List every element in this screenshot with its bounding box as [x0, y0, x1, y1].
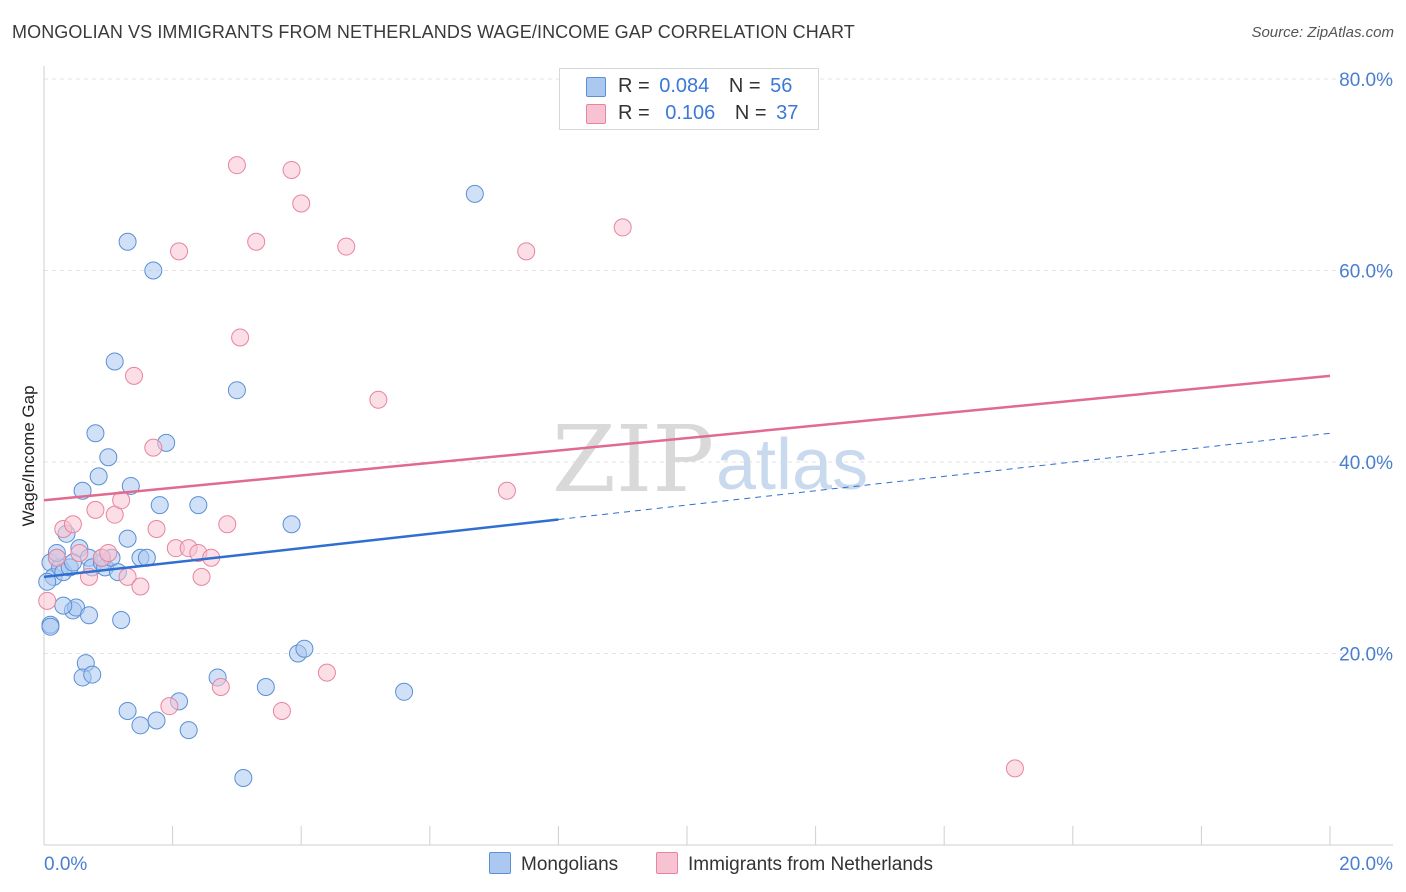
netherlands-point — [86, 500, 105, 519]
bottom-legend-swatch-netherlands — [656, 852, 678, 874]
mongolian-point — [465, 184, 484, 203]
watermark: ZIP atlas — [552, 406, 868, 513]
chart-title: MONGOLIAN VS IMMIGRANTS FROM NETHERLANDS… — [12, 22, 855, 42]
legend-r-label: R = — [618, 75, 650, 97]
netherlands-point — [282, 160, 301, 179]
netherlands-point — [192, 567, 211, 586]
bottom-legend-label-netherlands: Immigrants from Netherlands — [688, 854, 933, 875]
mongolian-point — [227, 381, 246, 400]
mongolian-point — [282, 515, 301, 534]
bottom-legend-label-mongolians: Mongolians — [521, 854, 619, 875]
mongolian-point — [144, 261, 163, 280]
mongolian-point — [131, 716, 150, 735]
mongolian-point — [395, 682, 414, 701]
netherlands-points — [38, 156, 1024, 778]
netherlands-point — [99, 543, 118, 562]
y-tick-label: 60.0% — [1339, 262, 1393, 283]
netherlands-point — [227, 156, 246, 175]
netherlands-point — [497, 481, 516, 500]
mongolian-point — [118, 701, 137, 720]
y-axis-label: Wage/Income Gap — [19, 385, 38, 526]
mongolian-point — [99, 448, 118, 467]
netherlands-point — [147, 520, 166, 539]
y-tick-label: 40.0% — [1339, 453, 1393, 474]
grid-layer — [44, 78, 1393, 654]
mongolian-point — [295, 639, 314, 658]
mongolian-point — [147, 711, 166, 730]
mongolians-trend-solid — [43, 518, 559, 579]
y-tick-labels: 20.0% 40.0% 60.0% 80.0% — [1339, 70, 1393, 666]
mongolians-points — [38, 184, 484, 787]
mongolian-point — [80, 606, 99, 625]
mongolians-trend-dashed — [558, 432, 1331, 520]
legend-r-value: 0.084 — [659, 75, 710, 97]
source-credit: Source: ZipAtlas.com — [1251, 24, 1394, 41]
legend-r-value: 0.106 — [665, 102, 716, 124]
legend-n-value: 56 — [770, 75, 793, 97]
netherlands-point — [144, 438, 163, 457]
mongolian-point — [118, 529, 137, 548]
legend-n-value: 37 — [776, 102, 799, 124]
mongolian-point — [179, 721, 198, 740]
mongolian-point — [86, 424, 105, 443]
netherlands-point — [1005, 759, 1024, 778]
netherlands-point — [317, 663, 336, 682]
netherlands-point — [231, 328, 250, 347]
netherlands-point — [38, 591, 57, 610]
y-tick-label: 80.0% — [1339, 70, 1393, 91]
mongolian-point — [41, 617, 60, 636]
netherlands-point — [170, 242, 189, 261]
netherlands-point — [70, 543, 89, 562]
netherlands-point — [292, 194, 311, 213]
bottom-legend-swatch-mongolians — [489, 852, 511, 874]
netherlands-point — [272, 701, 291, 720]
netherlands-point — [160, 697, 179, 716]
y-tick-label: 20.0% — [1339, 645, 1393, 666]
bottom-legend-netherlands: Immigrants from Netherlands — [656, 852, 933, 876]
mongolian-point — [54, 596, 73, 615]
netherlands-point — [218, 515, 237, 534]
watermark-atlas: atlas — [716, 425, 868, 505]
netherlands-trend-line — [43, 374, 1331, 502]
axis-layer — [43, 66, 1393, 846]
netherlands-point — [131, 577, 150, 596]
mongolian-point — [189, 496, 208, 515]
legend-swatch-mongolians — [586, 77, 606, 97]
legend-n-label: N = — [734, 102, 767, 124]
netherlands-point — [125, 366, 144, 385]
netherlands-point — [63, 515, 82, 534]
mongolian-point — [121, 476, 140, 495]
trend-lines — [43, 374, 1331, 579]
mongolian-point — [105, 352, 124, 371]
mongolian-point — [83, 665, 102, 684]
x-tick-label-max: 20.0% — [1339, 854, 1393, 875]
mongolian-point — [256, 678, 275, 697]
netherlands-point — [247, 232, 266, 251]
netherlands-point — [517, 242, 536, 261]
x-tick-label-min: 0.0% — [44, 854, 87, 875]
netherlands-point — [337, 237, 356, 256]
correlation-legend: R = 0.084 N = 56 R = 0.106 N = 37 — [559, 68, 819, 130]
mongolian-point — [118, 232, 137, 251]
legend-swatch-netherlands — [586, 104, 606, 124]
mongolian-point — [89, 467, 108, 486]
bottom-legend-mongolians: Mongolians — [489, 852, 618, 876]
legend-r-label: R = — [618, 102, 650, 124]
mongolian-point — [112, 610, 131, 629]
mongolian-point — [150, 496, 169, 515]
watermark-zip: ZIP — [552, 406, 714, 513]
netherlands-point — [211, 678, 230, 697]
mongolian-point — [234, 768, 253, 787]
netherlands-point — [47, 548, 66, 567]
legend-n-label: N = — [728, 75, 761, 97]
netherlands-point — [613, 218, 632, 237]
netherlands-point — [369, 390, 388, 409]
mongolian-point — [38, 572, 57, 591]
